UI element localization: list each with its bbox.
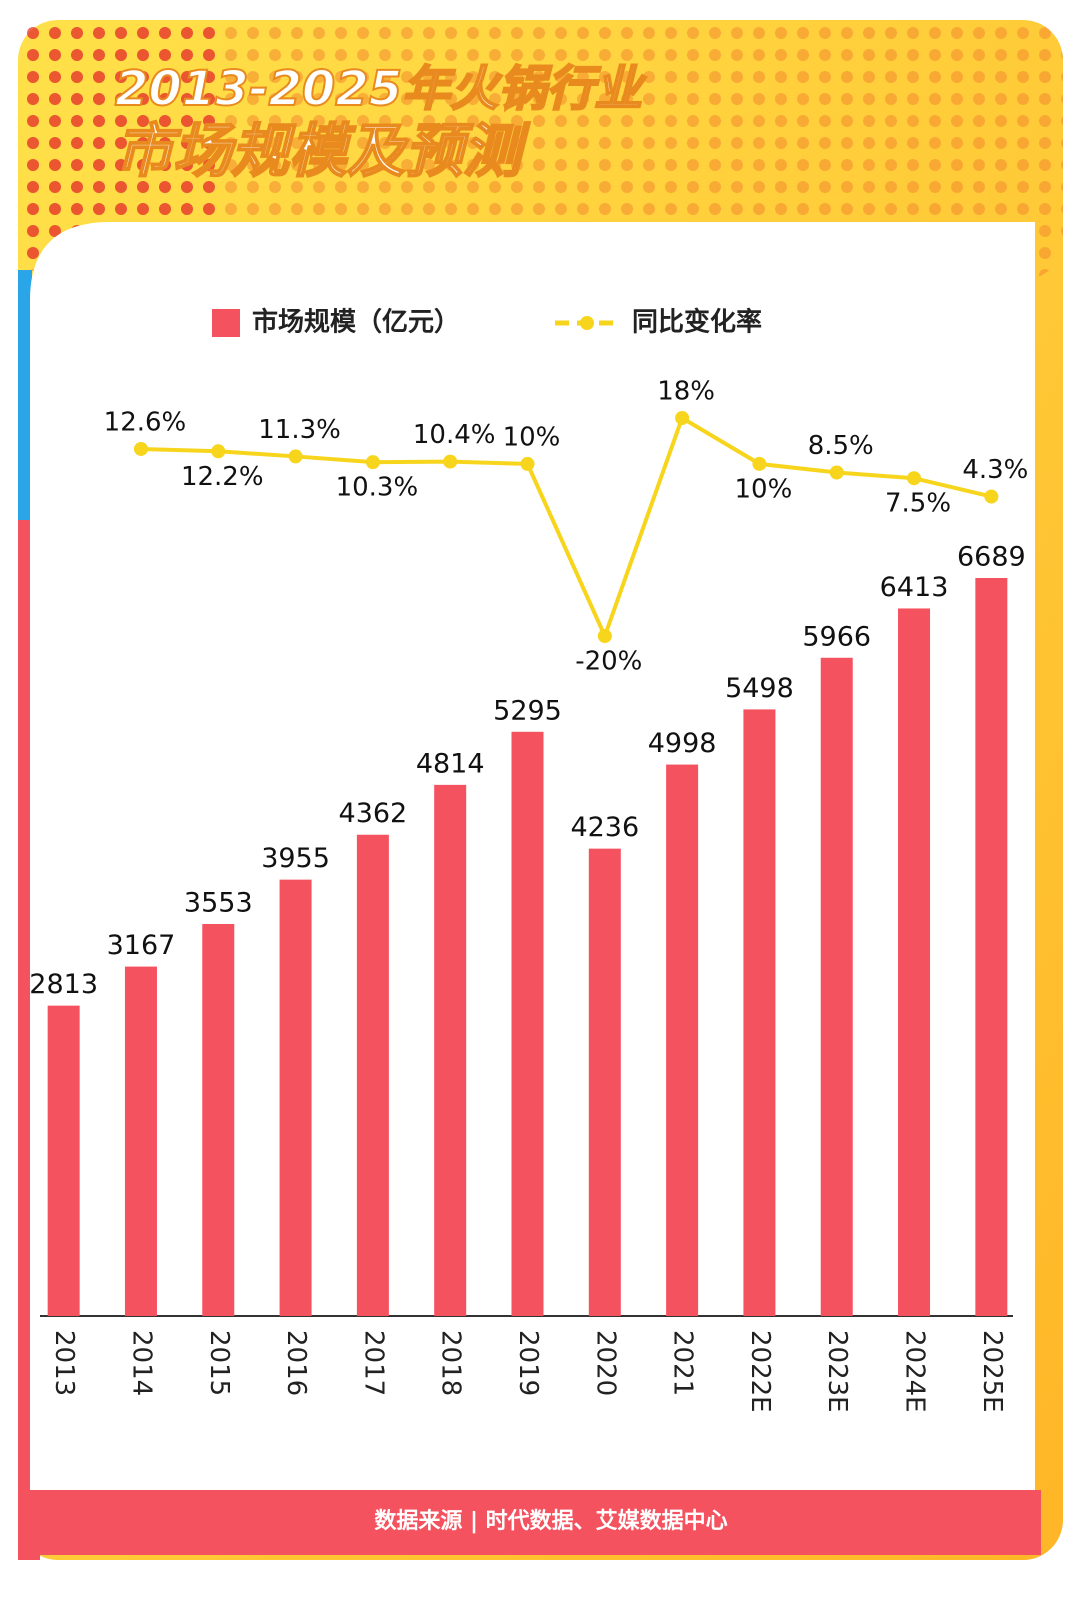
data-label: 5966 [802, 621, 871, 652]
data-label: 12.6% [104, 407, 187, 437]
data-label: 8.5% [808, 431, 874, 461]
data-label: 11.3% [258, 415, 341, 445]
data-label: 12.2% [181, 462, 264, 492]
x-tick-label: 2019 [513, 1330, 543, 1396]
legend-label: 同比变化率 [632, 307, 762, 338]
side-strip [18, 270, 32, 520]
x-tick-label: 2014 [126, 1330, 156, 1396]
bar [820, 657, 853, 1316]
data-label: 18% [657, 377, 715, 407]
source: 数据来源 | 时代数据、艾媒数据中心 [374, 1508, 727, 1534]
data-label: 6689 [957, 542, 1026, 573]
data-label: 10.4% [413, 420, 496, 450]
line-point [829, 465, 844, 480]
line-point [365, 455, 380, 470]
bar [511, 731, 544, 1316]
data-label: 3553 [184, 887, 253, 918]
data-label: 2813 [29, 969, 98, 1000]
line-point [211, 444, 226, 459]
line-point [443, 454, 458, 469]
data-label: 10.3% [336, 473, 419, 503]
legend-label: 市场规模（亿元） [252, 307, 460, 338]
line-point [907, 471, 922, 486]
bar [279, 879, 312, 1316]
bar [202, 923, 235, 1316]
data-label: 4362 [339, 798, 408, 829]
line-point [752, 456, 767, 471]
x-tick-label: 2025E [977, 1330, 1007, 1413]
data-label: 5498 [725, 673, 794, 704]
chart-subtitle: 市场规模及预测 [115, 117, 531, 185]
line-point [597, 629, 612, 643]
chart-title: 2013-2025年火锅行业 [115, 61, 647, 117]
bar [124, 966, 157, 1316]
bar [47, 1005, 80, 1316]
x-tick-label: 2020 [590, 1330, 620, 1396]
data-label: 3955 [261, 843, 330, 874]
data-label: 4236 [570, 812, 639, 843]
line-point [288, 449, 303, 464]
x-tick-label: 2021 [668, 1330, 698, 1396]
x-tick-label: 2024E [900, 1330, 930, 1413]
data-label: 4.3% [962, 455, 1028, 485]
line-point [133, 441, 148, 456]
data-label: 4814 [416, 748, 485, 779]
legend-line-dot [580, 316, 594, 330]
x-tick-label: 2015 [204, 1330, 234, 1396]
data-label: 10% [735, 474, 793, 504]
data-label: 4998 [648, 728, 717, 759]
line-point [675, 411, 690, 425]
footer-band [26, 1490, 1041, 1555]
data-label: 7.5% [885, 489, 951, 519]
header-dots [18, 20, 1063, 280]
bar [434, 784, 467, 1316]
data-label: 3167 [107, 930, 176, 961]
x-tick-label: 2018 [436, 1330, 466, 1396]
bar [588, 848, 621, 1316]
x-tick-label: 2016 [281, 1330, 311, 1396]
line-point [520, 456, 535, 471]
header-red-dots [18, 20, 218, 260]
bar [356, 834, 389, 1316]
data-label: -20% [575, 647, 642, 677]
bar [898, 608, 931, 1316]
x-tick-label: 2017 [358, 1330, 388, 1396]
x-tick-label: 2022E [745, 1330, 775, 1413]
x-tick-label: 2023E [822, 1330, 852, 1413]
x-tick-label: 2013 [49, 1330, 79, 1396]
line-point [984, 489, 999, 504]
data-label: 6413 [880, 572, 949, 603]
bar [743, 709, 776, 1316]
bar [666, 764, 699, 1316]
data-label: 10% [503, 422, 561, 452]
line [140, 415, 992, 642]
bar [975, 578, 1008, 1316]
legend-bar-swatch [212, 309, 240, 337]
data-label: 5295 [493, 695, 562, 726]
